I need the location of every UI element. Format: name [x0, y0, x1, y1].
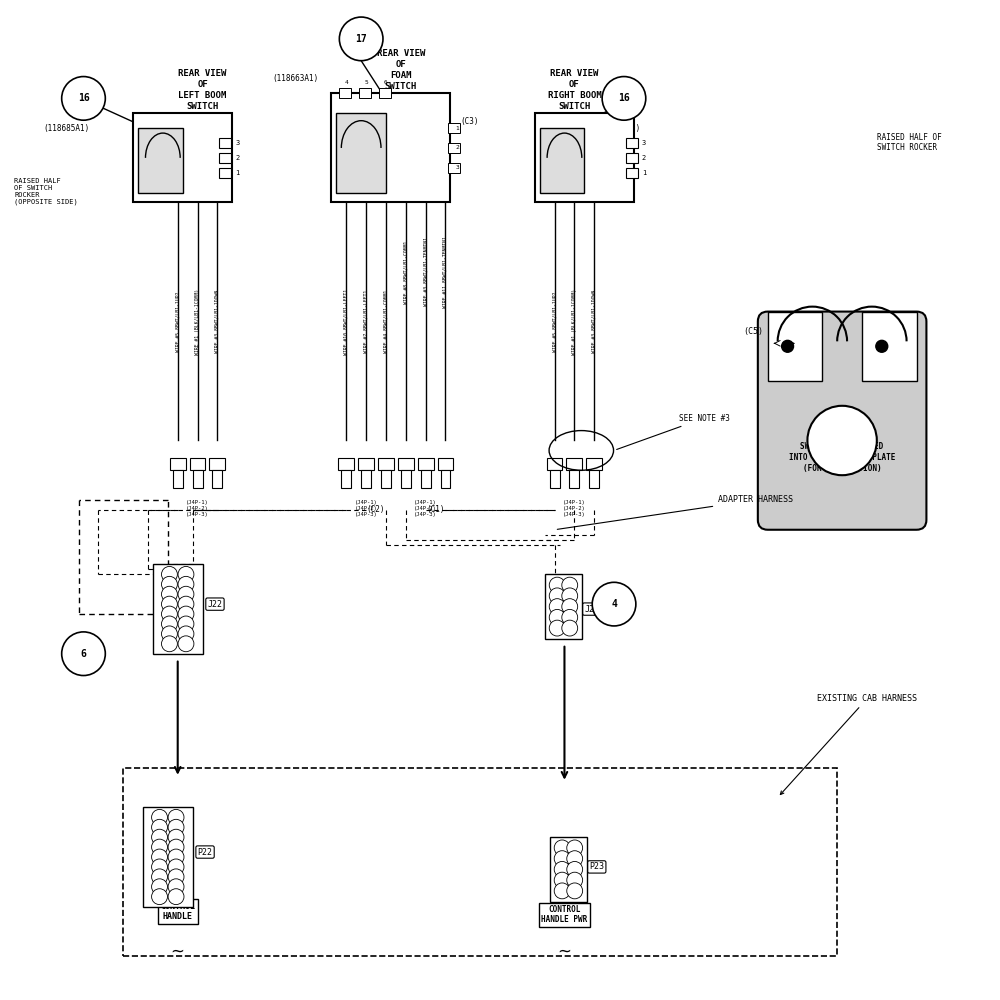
- Circle shape: [178, 566, 194, 582]
- Bar: [401, 470, 411, 488]
- Bar: [569, 470, 579, 488]
- Circle shape: [549, 588, 565, 604]
- Circle shape: [168, 859, 184, 875]
- Bar: [170, 458, 186, 470]
- Bar: [212, 470, 222, 488]
- Circle shape: [162, 566, 177, 582]
- Text: 6: 6: [384, 80, 388, 85]
- Circle shape: [178, 616, 194, 632]
- Bar: [219, 138, 231, 148]
- Text: REAR VIEW
OF
LEFT BOOM
SWITCH: REAR VIEW OF LEFT BOOM SWITCH: [178, 69, 227, 111]
- Text: J22: J22: [207, 600, 222, 609]
- Bar: [143, 807, 193, 907]
- Text: (J4P-1)
(J4P-2)
(J4P-3): (J4P-1) (J4P-2) (J4P-3): [186, 500, 209, 517]
- Bar: [123, 768, 837, 956]
- Circle shape: [876, 340, 888, 352]
- Text: WIRE #3 8BWT/LB1-1DOWN: WIRE #3 8BWT/LB1-1DOWN: [592, 290, 597, 353]
- Circle shape: [62, 77, 105, 120]
- Bar: [381, 470, 391, 488]
- Text: 16: 16: [78, 93, 89, 103]
- Circle shape: [162, 596, 177, 612]
- Bar: [358, 458, 374, 470]
- Text: 1: 1: [235, 170, 239, 176]
- Bar: [138, 128, 183, 193]
- Circle shape: [162, 606, 177, 622]
- Text: 17: 17: [355, 34, 367, 44]
- Text: RAISED HALF OF
SWITCH ROCKER: RAISED HALF OF SWITCH ROCKER: [877, 133, 942, 152]
- Bar: [545, 574, 582, 639]
- Circle shape: [152, 889, 167, 905]
- Text: ADAPTER HARNESS: ADAPTER HARNESS: [557, 495, 793, 529]
- Text: 3: 3: [642, 140, 646, 146]
- Text: (118663A1): (118663A1): [272, 74, 318, 83]
- Text: P22: P22: [198, 848, 213, 857]
- Text: CONTROL
HANDLE: CONTROL HANDLE: [160, 902, 195, 921]
- Circle shape: [554, 851, 570, 867]
- Bar: [193, 470, 203, 488]
- Text: WIRE #10 8BWT/LB1-LEFT1: WIRE #10 8BWT/LB1-LEFT1: [344, 288, 349, 355]
- Circle shape: [549, 577, 565, 593]
- Circle shape: [554, 883, 570, 899]
- Bar: [219, 153, 231, 163]
- Text: P23: P23: [589, 862, 604, 871]
- Circle shape: [592, 582, 636, 626]
- Circle shape: [152, 839, 167, 855]
- Text: (C5): (C5): [743, 327, 763, 336]
- Text: CONTROL
HANDLE PWR: CONTROL HANDLE PWR: [541, 905, 588, 924]
- Text: (118685A1): (118685A1): [44, 124, 90, 133]
- Circle shape: [782, 340, 794, 352]
- Text: J23: J23: [584, 605, 599, 614]
- Text: (J4P-1)
(J4P-2)
(J4P-3): (J4P-1) (J4P-2) (J4P-3): [355, 500, 378, 517]
- Circle shape: [562, 588, 578, 604]
- Bar: [336, 113, 386, 193]
- Circle shape: [152, 869, 167, 885]
- Text: 16: 16: [618, 93, 630, 103]
- Circle shape: [549, 620, 565, 636]
- Bar: [209, 458, 225, 470]
- Circle shape: [168, 869, 184, 885]
- Text: WIRE #11 8BWT/LB1-TENMIN1: WIRE #11 8BWT/LB1-TENMIN1: [443, 236, 448, 308]
- Bar: [540, 128, 584, 193]
- Circle shape: [152, 809, 167, 825]
- Bar: [421, 470, 431, 488]
- Bar: [361, 470, 371, 488]
- Text: EXISTING CAB HARNESS: EXISTING CAB HARNESS: [780, 694, 917, 795]
- Text: SEE NOTE #3: SEE NOTE #3: [617, 414, 729, 449]
- Text: (118685A1): (118685A1): [594, 124, 640, 133]
- Bar: [768, 312, 822, 381]
- Text: (C2): (C2): [367, 505, 385, 514]
- Circle shape: [162, 616, 177, 632]
- Bar: [547, 458, 562, 470]
- Circle shape: [168, 829, 184, 845]
- Circle shape: [602, 77, 646, 120]
- Text: 3: 3: [235, 140, 239, 146]
- Circle shape: [168, 889, 184, 905]
- Bar: [448, 123, 460, 133]
- Text: ~: ~: [557, 942, 571, 960]
- Circle shape: [549, 609, 565, 625]
- Text: WIRE #3 8BWT/LB1-1DOWN: WIRE #3 8BWT/LB1-1DOWN: [215, 290, 220, 353]
- Circle shape: [152, 849, 167, 865]
- Text: 2: 2: [455, 145, 459, 150]
- Text: WIRE #5 8BWT/LB1-1UP2: WIRE #5 8BWT/LB1-1UP2: [552, 291, 557, 352]
- Bar: [341, 470, 351, 488]
- Text: WIRE #8 8BWT/LB1-COMM1: WIRE #8 8BWT/LB1-COMM1: [403, 240, 408, 304]
- Circle shape: [178, 596, 194, 612]
- Bar: [862, 312, 917, 381]
- Circle shape: [554, 872, 570, 888]
- Circle shape: [168, 809, 184, 825]
- Circle shape: [807, 406, 877, 475]
- Circle shape: [567, 851, 583, 867]
- Text: WIRE #4 8BWT/LB1-COMM1: WIRE #4 8BWT/LB1-COMM1: [383, 290, 388, 353]
- Bar: [448, 163, 460, 173]
- Bar: [550, 470, 560, 488]
- Text: 1: 1: [642, 170, 646, 176]
- Text: (J4P-1)
(J4P-2)
(J4P-3): (J4P-1) (J4P-2) (J4P-3): [563, 500, 586, 517]
- Circle shape: [162, 576, 177, 592]
- Circle shape: [162, 636, 177, 652]
- Circle shape: [562, 609, 578, 625]
- Bar: [190, 458, 205, 470]
- Circle shape: [162, 626, 177, 642]
- Circle shape: [567, 861, 583, 877]
- Text: 5: 5: [364, 80, 368, 85]
